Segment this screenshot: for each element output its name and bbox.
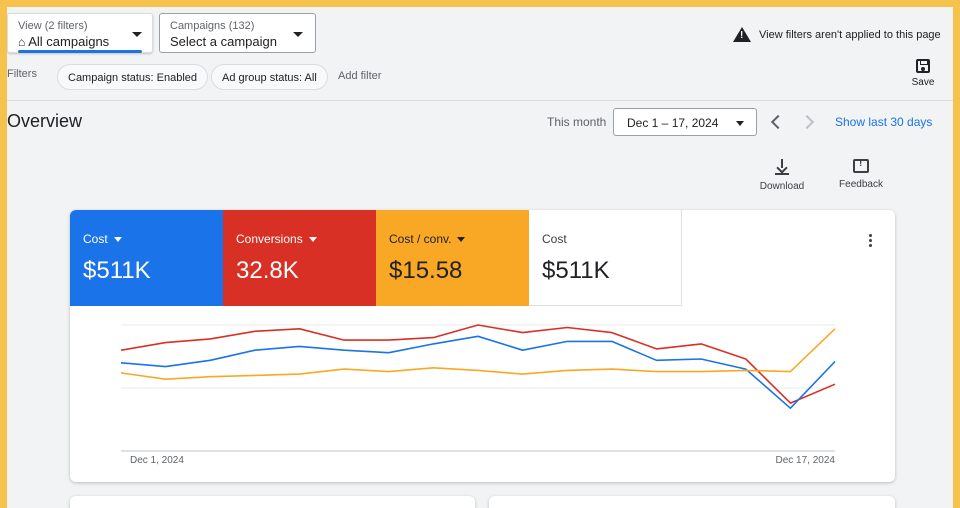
- date-range-picker[interactable]: Dec 1 – 17, 2024: [613, 108, 757, 136]
- x-axis-end-label: Dec 17, 2024: [776, 455, 836, 466]
- series-line-0: [120, 324, 836, 404]
- feedback-label: Feedback: [839, 179, 883, 190]
- metric-tile-cost-unselected[interactable]: Cost $511K: [529, 210, 682, 306]
- metric-tile-conversions[interactable]: Conversions 32.8K: [223, 210, 376, 306]
- feedback-icon: [853, 158, 869, 173]
- page-title: Overview: [7, 111, 83, 131]
- metric-value: $511K: [83, 257, 151, 284]
- metric-tile-cost[interactable]: Cost $511K: [70, 210, 223, 306]
- chart-series: [120, 324, 836, 409]
- previous-period-icon[interactable]: [770, 114, 786, 130]
- save-button[interactable]: Save: [905, 59, 941, 88]
- metric-name-label: Cost: [542, 232, 567, 246]
- warning-icon: [733, 27, 751, 42]
- metric-name: Cost: [83, 232, 122, 246]
- download-button[interactable]: Download: [752, 159, 812, 192]
- filter-chip-campaign-status[interactable]: Campaign status: Enabled: [57, 64, 209, 90]
- chevron-down-icon: [736, 121, 744, 126]
- metric-name: Cost: [542, 232, 567, 246]
- save-icon: [916, 59, 930, 73]
- save-label: Save: [911, 77, 935, 88]
- add-filter-button[interactable]: Add filter: [338, 70, 382, 82]
- metric-tile-cost-per-conversion[interactable]: Cost / conv. $15.58: [376, 210, 529, 306]
- filter-chip-ad-group-status[interactable]: Ad group status: All: [211, 64, 328, 90]
- download-icon: [775, 159, 789, 175]
- filters-notice: View filters aren't applied to this page: [733, 27, 941, 42]
- chevron-down-icon: [308, 236, 317, 242]
- metric-name-label: Cost: [83, 232, 108, 246]
- view-selector-label: All campaigns: [28, 34, 110, 49]
- home-icon: ⌂: [18, 35, 26, 49]
- chevron-down-icon: [132, 32, 142, 37]
- chart-grid: [121, 324, 835, 452]
- view-selector-underline: [18, 50, 142, 53]
- summary-card-right: [489, 496, 895, 508]
- performance-card: Cost $511K Conversions 32.8K Cost / conv…: [70, 210, 895, 482]
- header-divider: [7, 100, 953, 101]
- metric-name-label: Conversions: [236, 232, 303, 246]
- period-label: This month: [547, 115, 607, 129]
- download-label: Download: [759, 181, 805, 192]
- series-line-1: [120, 335, 836, 409]
- metric-name: Conversions: [236, 232, 317, 246]
- next-period-icon[interactable]: [799, 114, 815, 130]
- notice-text: View filters aren't applied to this page: [759, 28, 941, 41]
- filters-label: Filters: [7, 68, 37, 80]
- metric-value: $511K: [542, 257, 610, 284]
- show-last-30-days-link[interactable]: Show last 30 days: [835, 115, 933, 129]
- x-axis-start-label: Dec 1, 2024: [130, 455, 184, 466]
- chevron-down-icon: [457, 236, 466, 242]
- date-range-value: Dec 1 – 17, 2024: [627, 116, 719, 130]
- metric-value: $15.58: [389, 257, 463, 284]
- campaign-selector-value: Select a campaign: [170, 34, 277, 49]
- view-selector-value: ⌂ All campaigns: [18, 34, 109, 49]
- feedback-button[interactable]: Feedback: [831, 158, 891, 190]
- chevron-down-icon: [293, 32, 303, 37]
- chevron-down-icon: [113, 236, 122, 242]
- series-line-2: [120, 328, 836, 380]
- view-selector-caption: View (2 filters): [18, 20, 88, 32]
- app-frame: View (2 filters) ⌂ All campaigns Campaign…: [7, 7, 953, 508]
- campaign-selector[interactable]: Campaigns (132) Select a campaign: [159, 13, 316, 53]
- performance-line-chart: Dec 1, 2024 Dec 17, 2024: [120, 324, 836, 466]
- metric-name: Cost / conv.: [389, 232, 466, 246]
- more-options-icon[interactable]: [869, 234, 873, 249]
- metric-name-label: Cost / conv.: [389, 232, 452, 246]
- view-selector[interactable]: View (2 filters) ⌂ All campaigns: [7, 13, 153, 53]
- metric-value: 32.8K: [236, 257, 299, 284]
- campaign-selector-caption: Campaigns (132): [170, 20, 255, 32]
- summary-card-left: [70, 496, 475, 508]
